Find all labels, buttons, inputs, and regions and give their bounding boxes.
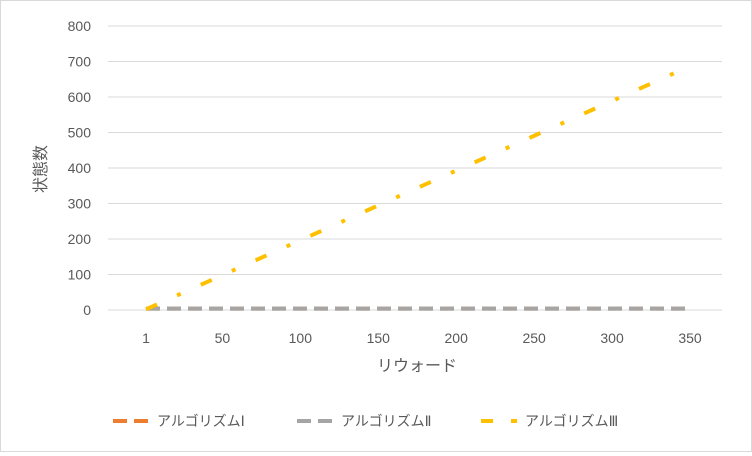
x-tick-label: 200 [445,330,469,346]
x-tick-label: 150 [367,330,391,346]
y-tick-label: 400 [68,160,92,176]
series-lines [145,64,691,312]
x-tick-label: 350 [678,330,702,346]
y-tick-label: 0 [83,302,91,318]
y-tick-label: 700 [68,54,92,70]
y-tick-label: 600 [68,89,92,105]
legend: アルゴリズムⅠ アルゴリズムⅡ アルゴリズムⅢ [113,413,618,429]
x-tick-label: 1 [142,330,150,346]
y-axis-ticks: 0 100 200 300 400 500 600 700 800 [68,18,92,318]
y-tick-label: 100 [68,267,92,283]
legend-label-3: アルゴリズムⅢ [525,413,618,429]
series-line-3 [145,64,691,312]
x-tick-label: 250 [522,330,546,346]
y-tick-label: 300 [68,196,92,212]
x-axis-ticks: 1 50 100 150 200 250 300 350 [142,330,702,346]
legend-label-1: アルゴリズムⅠ [157,413,245,429]
x-tick-label: 300 [600,330,624,346]
y-tick-label: 200 [68,231,92,247]
y-axis-title: 状態数 [32,145,50,193]
y-tick-label: 500 [68,125,92,141]
y-tick-label: 800 [68,18,92,34]
gridlines [108,25,722,311]
x-axis-title: リウォード [377,357,457,375]
x-tick-label: 100 [289,330,313,346]
legend-label-2: アルゴリズムⅡ [341,413,431,429]
x-tick-label: 50 [215,330,231,346]
